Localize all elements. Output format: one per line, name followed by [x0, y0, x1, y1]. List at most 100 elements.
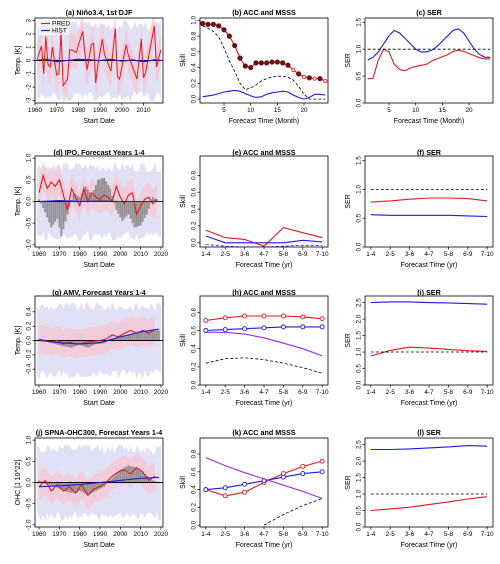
obs-bar [115, 201, 118, 211]
plot-area-a [35, 18, 163, 103]
obs-bar [131, 466, 134, 483]
panel-a: (a) Niño3.4, 1st DJF 1960 1970 1980 1990 2000… [15, 8, 164, 125]
obs-bar [80, 482, 83, 493]
obs-bar [141, 201, 144, 222]
x-axis-label: Forecast Time (Month) [229, 118, 299, 125]
x-tick-label: 5-8 [444, 389, 454, 396]
plot-area-f [370, 189, 488, 218]
y-axis-label: Temp. [K] [15, 326, 22, 356]
acc-point-marker [221, 27, 227, 33]
x-tick-label: 2010 [136, 107, 151, 114]
obs-bar [113, 338, 116, 341]
plot-area-i [370, 301, 488, 357]
x-tick-label: 2020 [154, 389, 169, 396]
y-tick-label: -1.0 [26, 239, 33, 250]
obs-bar [113, 201, 116, 203]
y-axis-label: SER [345, 333, 352, 347]
obs-bar [139, 201, 142, 226]
y-tick-label: 1.0 [26, 153, 33, 162]
obs-bar [52, 201, 55, 225]
x-tick-label: 3-6 [240, 531, 250, 538]
panel-d: (d) IPO, Forecast Years 1-4 1960 1970 1980 1… [15, 148, 169, 269]
obs-bar [129, 201, 132, 219]
panel-title: (d) IPO, Forecast Years 1-4 [54, 148, 145, 157]
obs-bar [42, 201, 45, 208]
y-tick-label: 0.4 [26, 307, 33, 316]
y-tick-label: 1 [26, 45, 33, 49]
x-tick-label: 1990 [93, 107, 108, 114]
obs-bar [153, 481, 156, 483]
acc-point-marker [242, 63, 248, 69]
y-tick-label: 0.2 [26, 321, 33, 330]
acc-point-marker [205, 21, 211, 27]
obs-bar [111, 195, 114, 202]
y-tick-label: 0.5 [26, 456, 33, 465]
acc-point-marker [203, 318, 209, 323]
panel-h: (h) ACC and MSSS 1-4 2-5 3-6 4-7 5-8 6-9 7-10 0.… [180, 288, 329, 407]
x-tick-label: 15 [439, 107, 447, 114]
series-line-hist [370, 445, 488, 451]
acc-point-marker [264, 60, 270, 66]
panel-title: (l) SER [417, 428, 441, 437]
x-tick-label: 4-7 [259, 251, 269, 258]
acc-point-marker [280, 474, 286, 480]
obs-bar [133, 201, 136, 228]
obs-bar [97, 482, 99, 490]
obs-bar [123, 201, 126, 219]
acc-point-marker [306, 75, 312, 81]
series-line-hist [367, 28, 491, 61]
obs-bar [147, 330, 150, 341]
y-tick-label: 0.0 [356, 380, 363, 389]
plot-area-e [205, 226, 323, 247]
obs-bar [141, 332, 144, 341]
x-tick-label: 2-5 [386, 251, 396, 258]
y-axis-label: Skill [180, 334, 187, 347]
acc-point-marker [319, 324, 325, 330]
series-line-pred [38, 173, 158, 217]
obs-bar [107, 184, 110, 202]
acc-point-marker [253, 60, 259, 66]
obs-bar [78, 340, 81, 345]
obs-bar [119, 469, 122, 483]
x-axis-label: Forecast Time (yr) [401, 400, 458, 407]
y-tick-label: 0.8 [191, 307, 198, 316]
obs-bar [74, 482, 77, 493]
series-line-pred [370, 346, 488, 357]
acc-point-marker [242, 481, 248, 487]
y-tick-label: 0.4 [191, 63, 198, 72]
acc-point-marker [319, 458, 325, 464]
x-tick-label: 4-7 [259, 389, 269, 396]
x-tick-label: 5-8 [444, 251, 454, 258]
acc-point-marker [301, 75, 306, 80]
obs-bar [97, 340, 99, 344]
x-tick-label: 6-9 [298, 251, 308, 258]
obs-bar [103, 177, 105, 202]
series-line-hist [35, 58, 163, 63]
pred-spread-band [39, 315, 155, 359]
x-tick-label: 1-4 [366, 531, 376, 538]
acc-point-marker [210, 21, 216, 27]
obs-bar [99, 482, 101, 489]
obs-bar [44, 201, 47, 213]
y-tick-label: -2 [26, 84, 33, 90]
obs-bar [143, 331, 146, 341]
y-tick-label: 0.4 [191, 204, 198, 213]
obs-bar [121, 336, 124, 341]
series-line-acc-pred [202, 22, 326, 82]
series-line-hist [39, 200, 161, 203]
x-tick-label: 1960 [32, 251, 47, 258]
x-axis-label: Start Date [83, 262, 115, 269]
panel-e: (e) ACC and MSSS 1-4 2-5 3-6 4-7 5-8 6-9 7-10 0.… [180, 148, 329, 269]
x-tick-label: 2010 [134, 251, 149, 258]
y-tick-label: 1.0 [356, 347, 363, 356]
obs-bar [76, 482, 79, 492]
y-tick-label: 1.0 [26, 435, 33, 444]
x-tick-label: 2000 [113, 389, 128, 396]
x-tick-label: 7-10 [481, 251, 494, 258]
panel-title: (i) SER [417, 288, 441, 297]
acc-point-marker [319, 316, 325, 322]
panel-k: (k) ACC and MSSS 1-4 2-5 3-6 4-7 5-8 6-9 7-10 0.… [180, 428, 329, 549]
x-tick-label: 3-6 [240, 389, 250, 396]
y-tick-label: 0.0 [26, 197, 33, 206]
y-tick-label: -1.0 [26, 519, 33, 530]
